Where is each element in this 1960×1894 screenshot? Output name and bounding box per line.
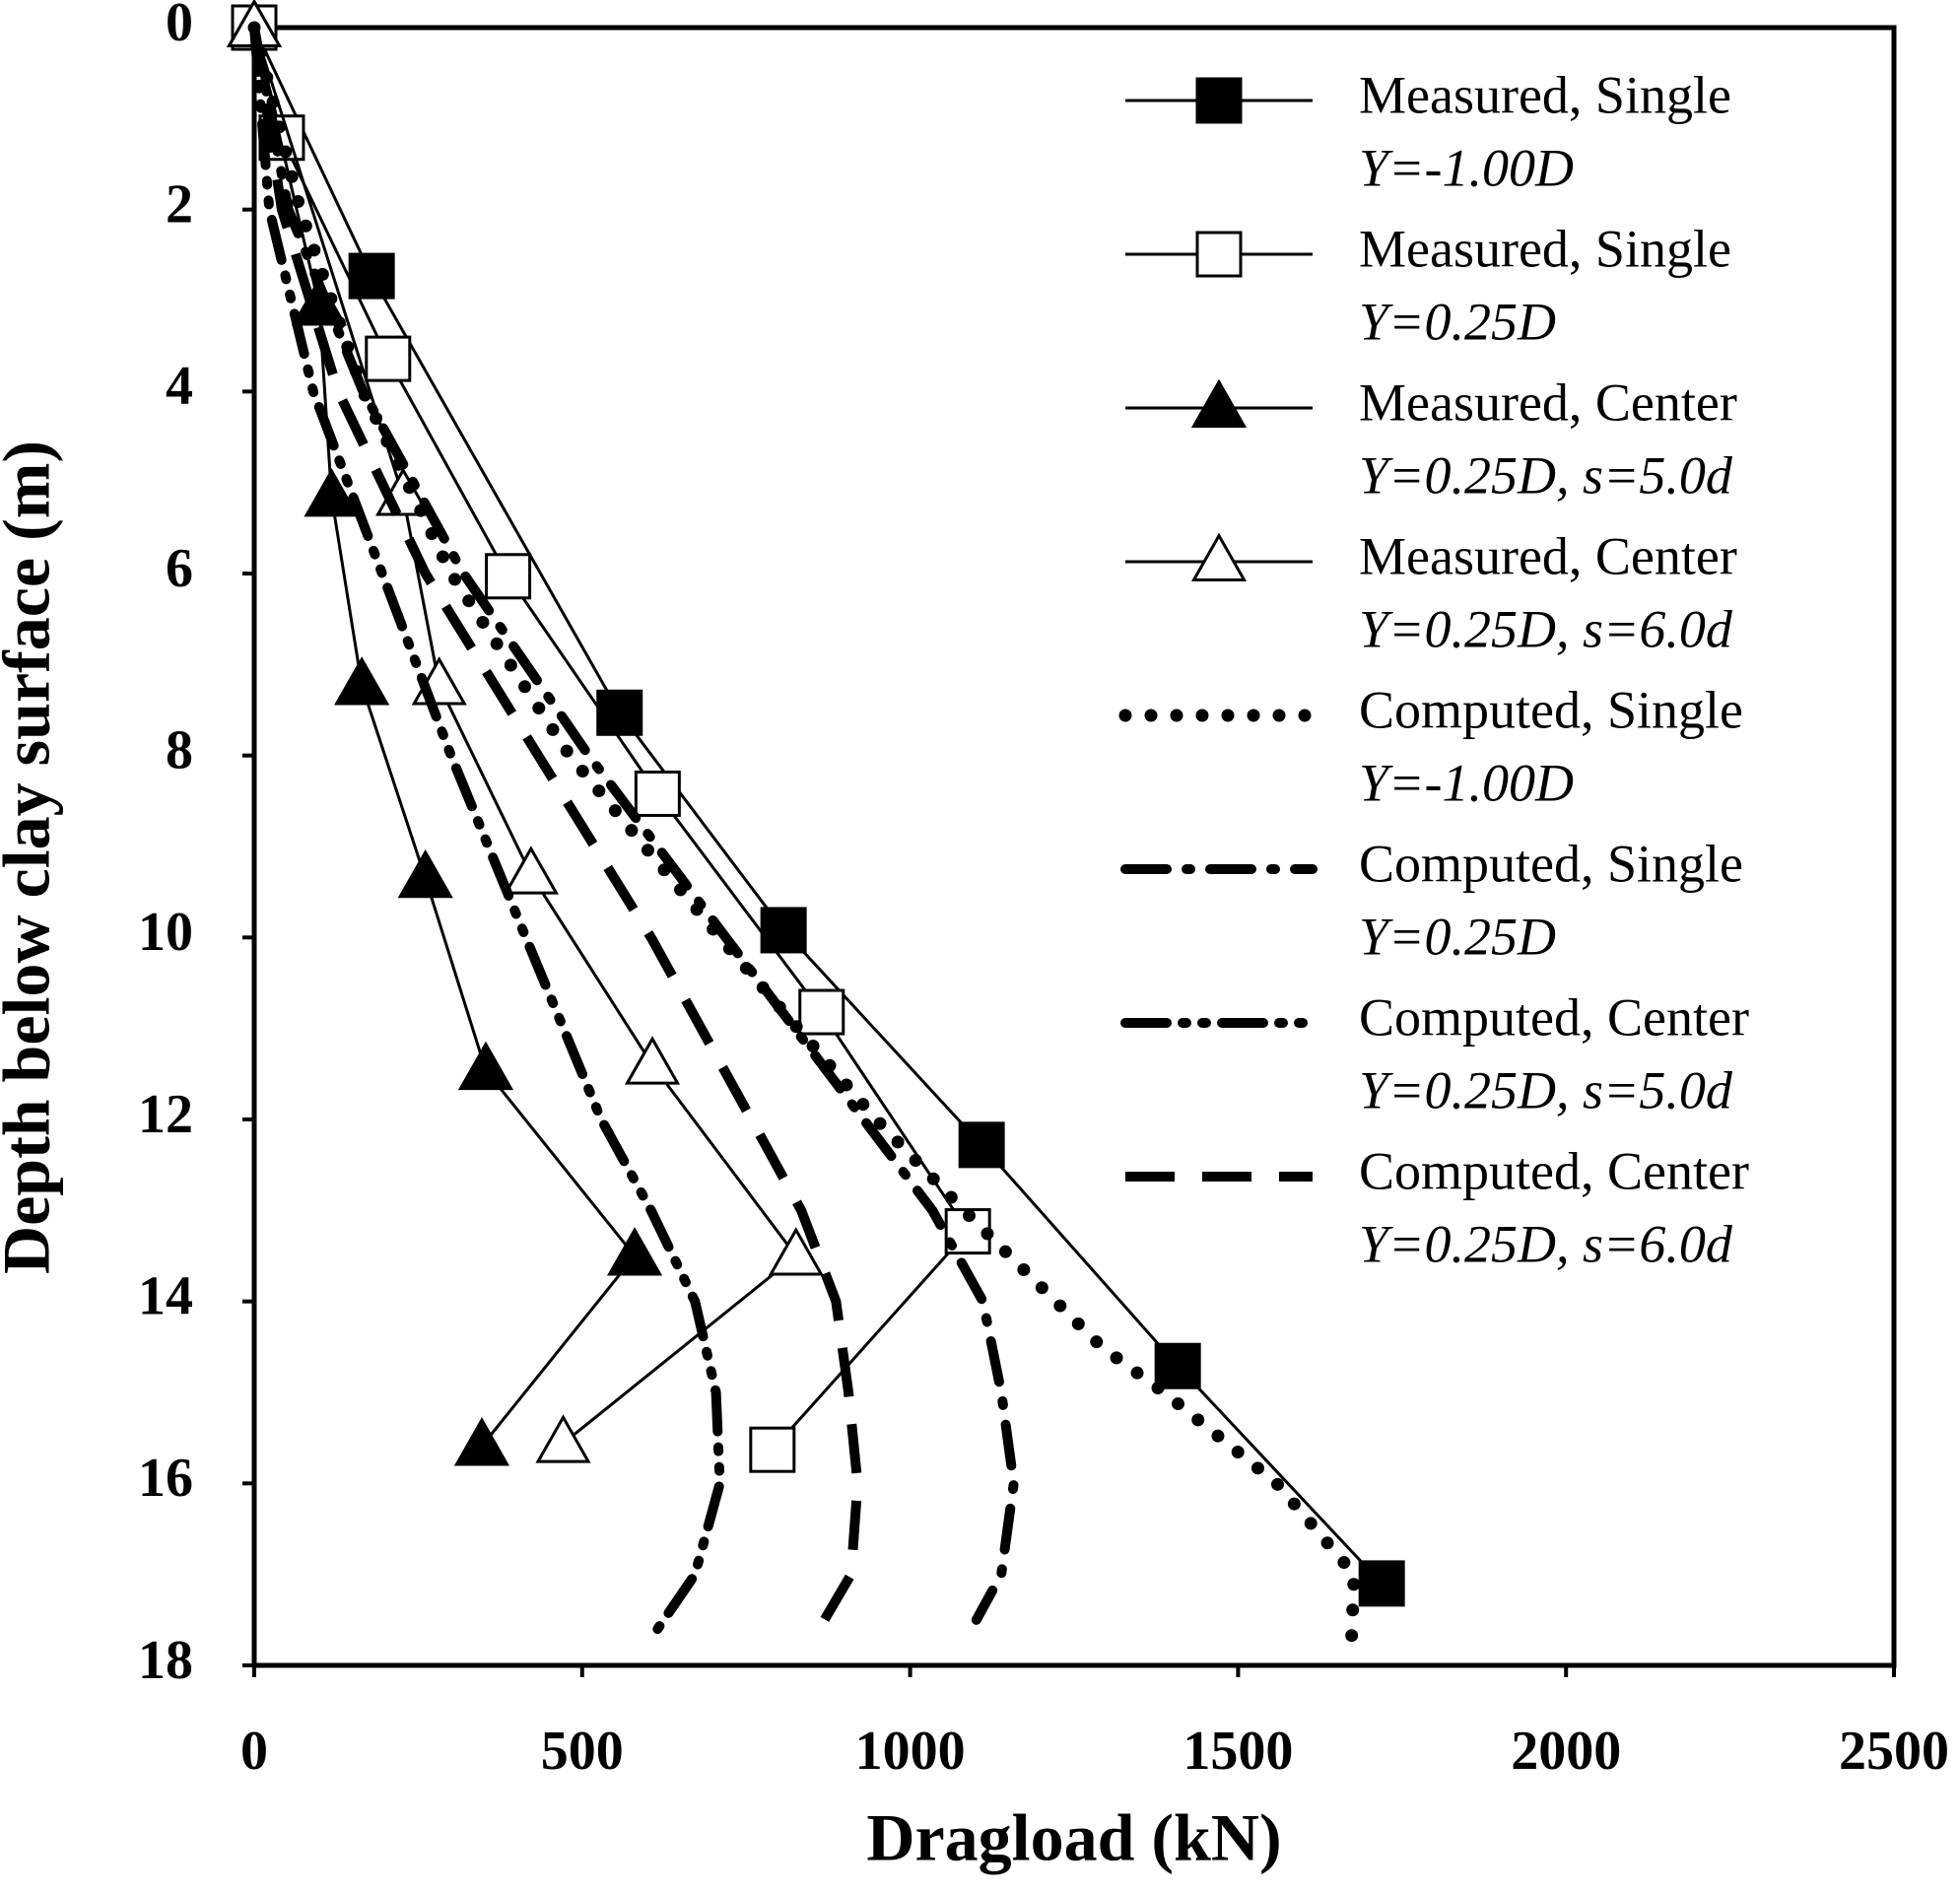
marker [503,846,559,895]
legend-condition: Y=0.25D, s=5.0d [1359,1060,1733,1119]
x-tick-label: 500 [541,1721,624,1782]
marker [768,1227,824,1276]
y-axis-title: Depth below clay surface (m) [0,440,64,1274]
marker [457,1041,514,1091]
x-tick-label: 2500 [1839,1721,1949,1782]
legend-condition: Y=0.25D, s=6.0d [1359,599,1733,658]
x-tick-label: 1000 [855,1721,966,1782]
series-line [247,21,1361,1645]
legend-label: Computed, Center [1359,1141,1749,1200]
y-tick-label: 6 [166,538,193,599]
plot-frame [251,25,1897,1668]
y-tick-label: 4 [166,356,193,417]
marker [749,1426,796,1473]
series-line [249,23,725,1635]
x-tick-label: 2000 [1511,1721,1621,1782]
legend-condition: Y=-1.00D [1359,753,1574,812]
marker [334,656,390,706]
series-line [252,27,798,1445]
y-tick-label: 16 [138,1448,193,1509]
legend-marker [1190,378,1248,428]
marker [535,1414,591,1463]
legend-condition: Y=0.25D [1359,907,1556,966]
marker [958,1121,1005,1169]
legend-label: Computed, Center [1359,987,1749,1047]
legend-label: Measured, Single [1359,65,1731,124]
legend-marker [1195,77,1243,124]
series-line [249,23,1019,1625]
marker [606,1227,663,1276]
y-tick-label: 18 [138,1630,193,1691]
marker [304,468,360,517]
marker [348,252,395,300]
legend-condition: Y=0.25D, s=5.0d [1359,445,1733,505]
y-tick-label: 12 [138,1084,193,1145]
marker [365,335,412,382]
marker [596,689,643,736]
marker [634,770,681,817]
series-line [252,27,970,1452]
y-tick-label: 10 [138,902,193,963]
x-tick-label: 0 [240,1721,268,1782]
marker [798,988,845,1036]
legend-marker [1195,231,1243,278]
marker [1154,1342,1201,1389]
y-tick-label: 0 [166,0,193,53]
legend-condition: Y=-1.00D [1359,138,1574,197]
y-tick-label: 14 [138,1266,193,1327]
x-tick-label: 1500 [1183,1721,1293,1782]
legend-label: Measured, Single [1359,219,1731,278]
marker [1358,1560,1405,1607]
marker [453,1417,510,1466]
y-tick-label: 8 [166,720,193,781]
marker [485,553,532,600]
legend-label: Computed, Single [1359,680,1743,739]
legend-label: Computed, Single [1359,834,1743,893]
legend-condition: Y=0.25D, s=6.0d [1359,1214,1733,1273]
legend-label: Measured, Center [1359,526,1737,585]
legend-marker [1190,532,1248,581]
legend-label: Measured, Center [1359,372,1737,432]
y-tick-label: 2 [166,174,193,236]
marker [760,907,807,954]
x-axis-title: Dragload (kN) [866,1800,1281,1875]
marker [624,1036,681,1085]
marker [397,848,453,899]
legend-condition: Y=0.25D [1359,292,1556,351]
